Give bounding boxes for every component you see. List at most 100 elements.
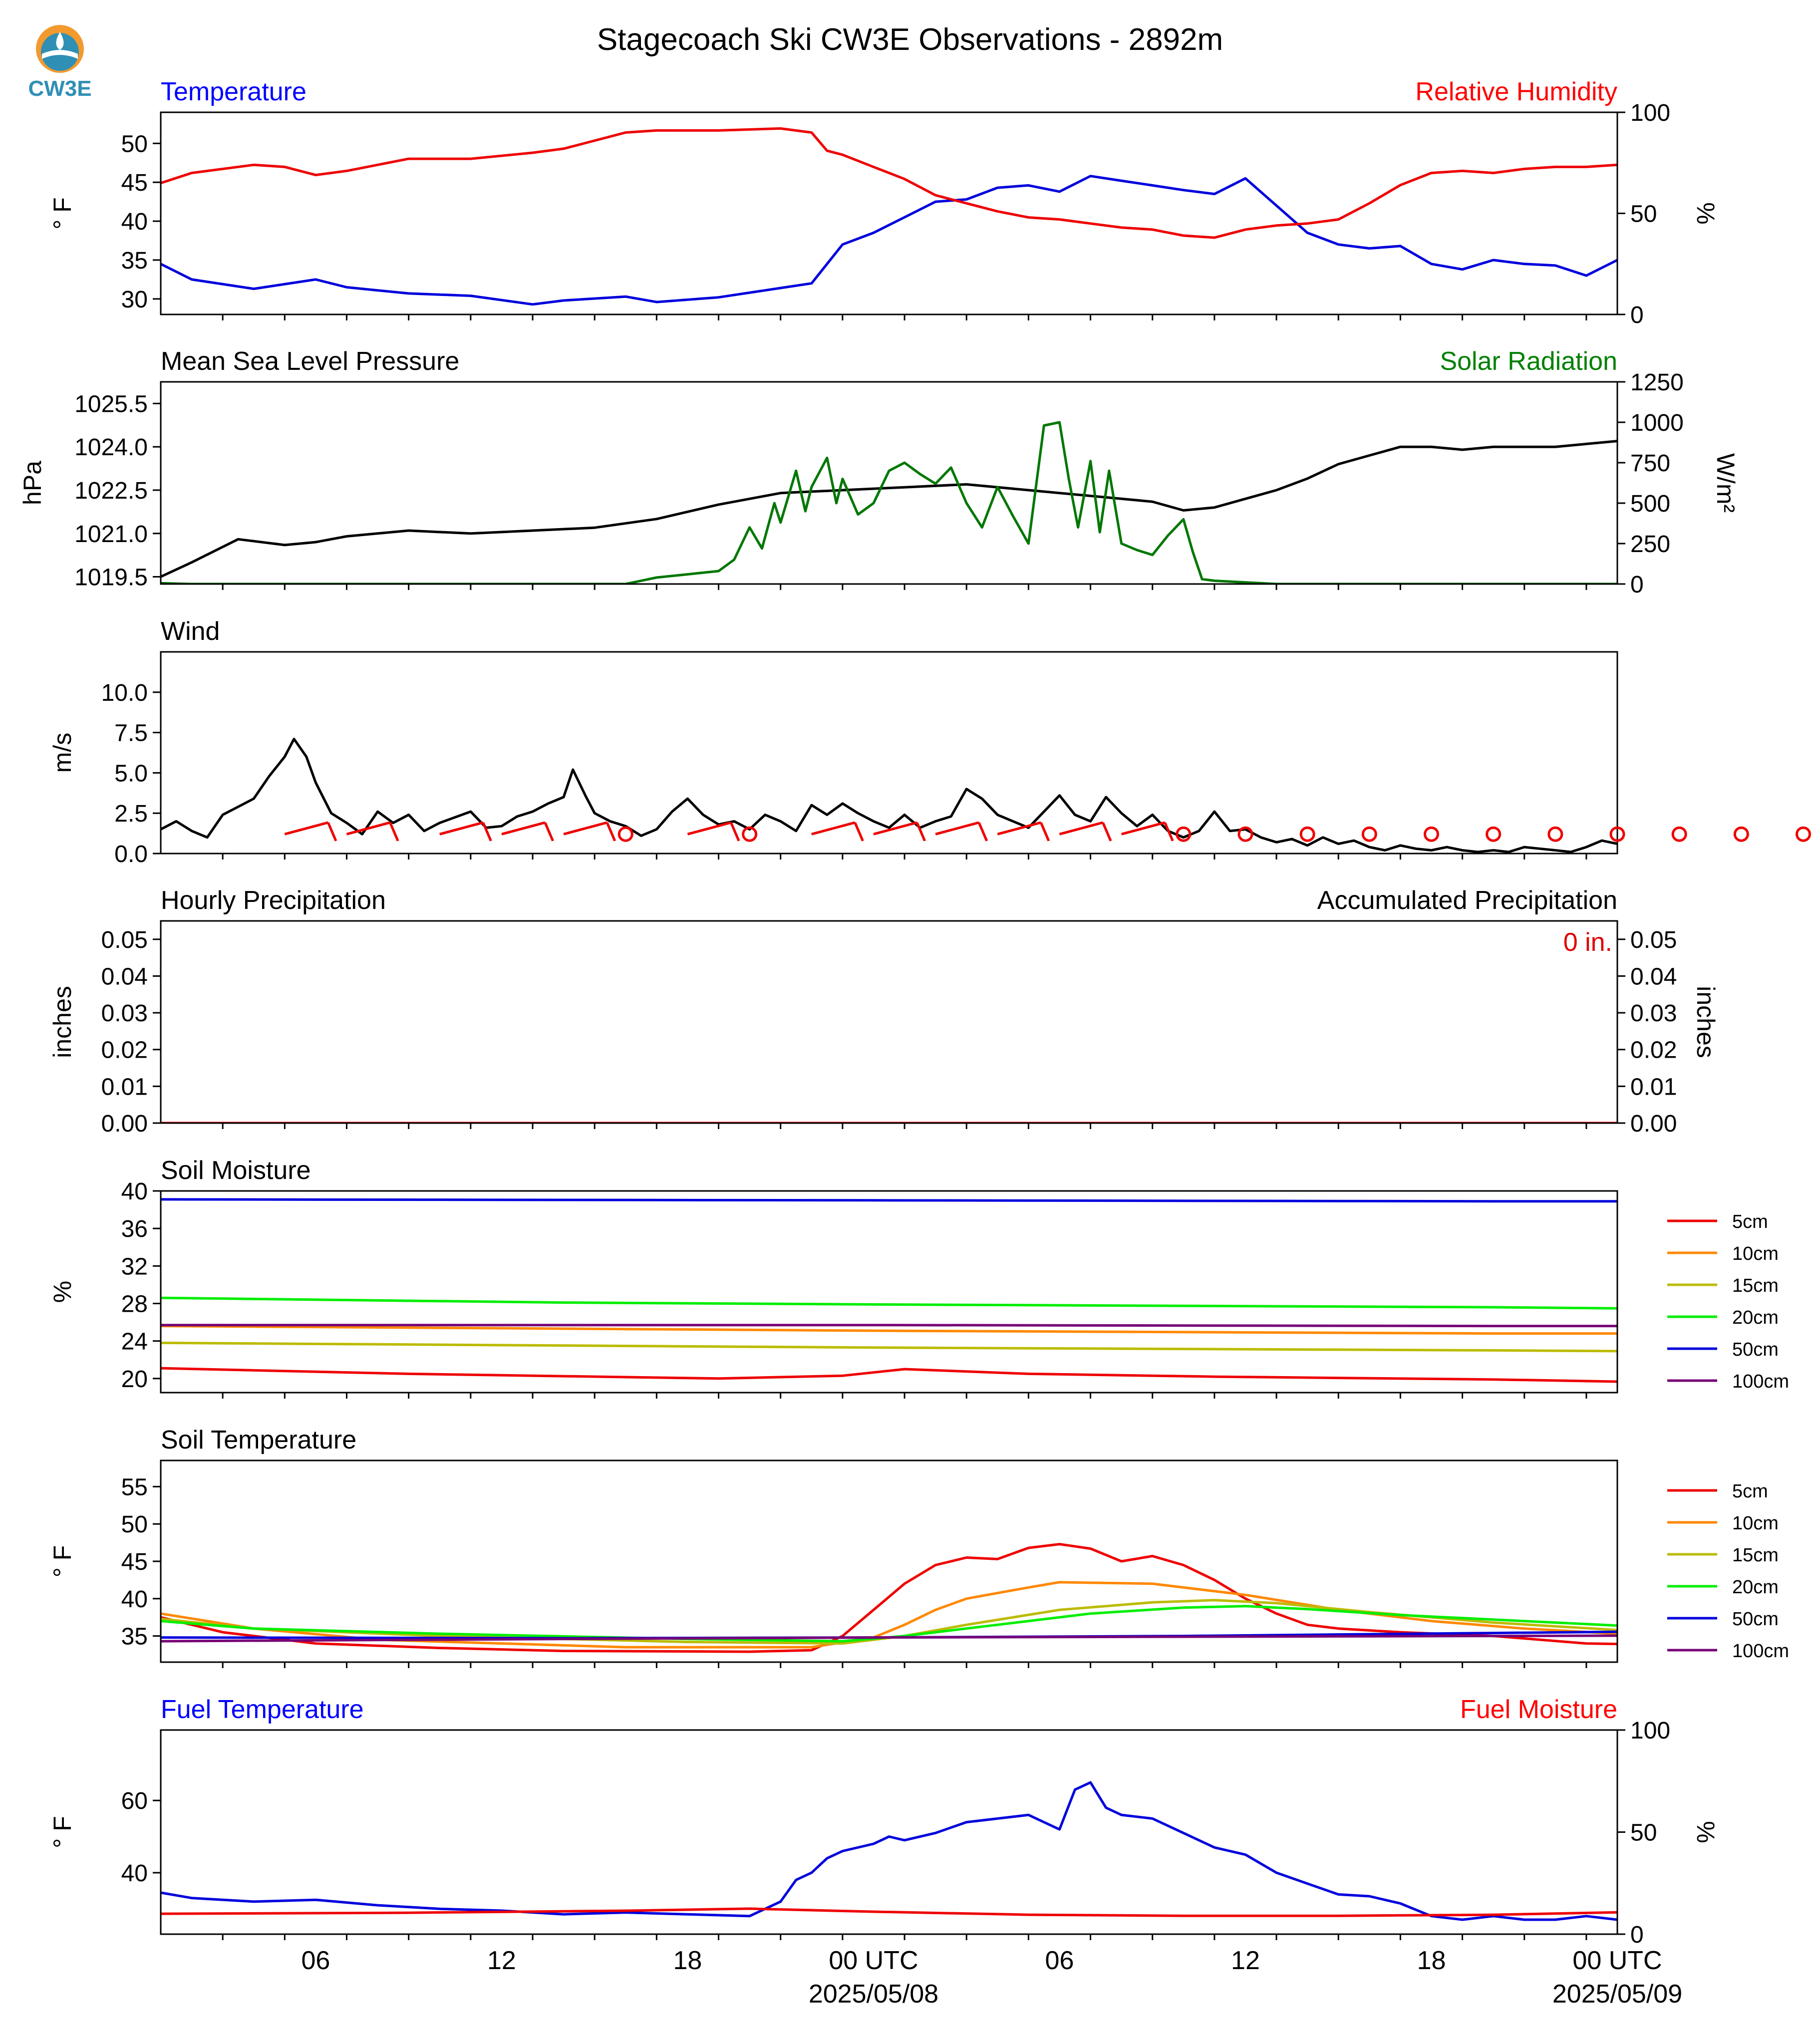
ytick-label-right: 0.05 <box>1630 927 1677 953</box>
ytick-label-left: 40 <box>121 1586 148 1613</box>
wind-barb-staff <box>284 821 328 836</box>
panel-wind: Wind 0.0 2.5 5.0 7.5 10.0 m/s <box>48 617 1618 868</box>
wind-barb-calm <box>1299 826 1315 842</box>
legend-label: 100cm <box>1732 1641 1789 1662</box>
panel-frame <box>160 920 1618 1124</box>
ylabel-right: % <box>1692 202 1720 224</box>
wind-barb-flag <box>606 822 616 842</box>
panel-title-left: Soil Temperature <box>161 1426 356 1454</box>
legend-label: 50cm <box>1732 1609 1779 1630</box>
series-line-fuel-temperature <box>161 1781 1617 1921</box>
legend-label: 15cm <box>1732 1275 1779 1296</box>
panel-frame <box>160 111 1618 315</box>
panel-title-left: Wind <box>161 617 220 646</box>
date-label: 2025/05/08 <box>809 1980 938 2009</box>
ylabel-left: inches <box>48 986 76 1058</box>
ytick-label-right: 750 <box>1630 450 1670 477</box>
xtick-label: 00 UTC <box>829 1946 918 1975</box>
panel-title-right: Accumulated Precipitation <box>1317 886 1617 915</box>
wind-barb-calm <box>617 826 633 842</box>
panel-title-left: Mean Sea Level Pressure <box>161 347 459 376</box>
ytick-label-right: 50 <box>1630 1820 1657 1846</box>
panel-frame <box>160 651 1618 855</box>
ytick-label-left: 50 <box>121 1511 148 1538</box>
wind-barb-staff <box>873 821 917 836</box>
ylabel-right: inches <box>1692 986 1720 1058</box>
series-group <box>161 1543 1617 1653</box>
panel-precip: Hourly Precipitation Accumulated Precipit… <box>48 886 1720 1137</box>
wind-barb-flag <box>1164 822 1174 842</box>
ytick-label-right: 100 <box>1630 1718 1670 1744</box>
logo-text: CW3E <box>28 76 91 101</box>
ytick-label-left: 0.00 <box>101 1111 148 1137</box>
series-group <box>161 1781 1617 1921</box>
ytick-label-left: 1025.5 <box>74 391 148 417</box>
wind-barb-calm <box>1423 826 1439 842</box>
wind-barb-staff <box>935 821 979 836</box>
panels: Temperature Relative Humidity303540455005… <box>18 77 1740 1948</box>
ytick-label-right: 0 <box>1630 1922 1644 1948</box>
series-line-5cm <box>161 1543 1617 1653</box>
ytick-label-left: 1024.0 <box>74 434 148 461</box>
series-line-10cm <box>161 1325 1617 1335</box>
ytick-label-left: 1021.0 <box>74 521 148 548</box>
panel-title-left: Hourly Precipitation <box>161 886 386 915</box>
ytick-label-left: 45 <box>121 170 148 196</box>
legend-soil_temp: 5cm 10cm 15cm 20cm 50cm 100cm <box>1667 1481 1789 1662</box>
panel-frame <box>160 381 1618 585</box>
ytick-label-right: 1000 <box>1630 410 1684 436</box>
ytick-label-right: 250 <box>1630 531 1670 558</box>
ytick-label-left: 10.0 <box>101 680 148 706</box>
wind-barb-staff <box>997 821 1041 836</box>
ytick-label-left: 45 <box>121 1549 148 1575</box>
panel-title-left: Soil Moisture <box>161 1156 311 1185</box>
date-label: 2025/05/09 <box>1552 1980 1682 2009</box>
panel-frame <box>160 1459 1618 1663</box>
ytick-label-left: 60 <box>121 1788 148 1814</box>
ytick-label-left: 36 <box>121 1216 148 1242</box>
accumulation-annotation: 0 in. <box>1563 928 1612 957</box>
wind-barb-calm <box>1237 826 1253 842</box>
ytick-label-right: 500 <box>1630 491 1670 517</box>
wind-barb-flag <box>730 822 740 842</box>
xtick-label: 12 <box>487 1946 516 1975</box>
legend-soil_moisture: 5cm 10cm 15cm 20cm 50cm 100cm <box>1667 1211 1789 1392</box>
series-line-100cm <box>161 1324 1617 1328</box>
legend-label: 5cm <box>1732 1211 1768 1232</box>
ytick-label-left: 20 <box>121 1366 148 1393</box>
xtick-label: 06 <box>1045 1946 1074 1975</box>
ytick-label-right: 0.04 <box>1630 963 1677 990</box>
wind-barb-calm <box>1547 826 1563 842</box>
xtick-label: 18 <box>1417 1946 1446 1975</box>
ylabel-left: hPa <box>18 461 46 505</box>
legend-label: 50cm <box>1732 1339 1779 1360</box>
wind-barb-staff <box>1121 821 1166 836</box>
legend-label: 15cm <box>1732 1545 1779 1566</box>
ytick-label-left: 5.0 <box>114 760 148 787</box>
ytick-label-right: 0.02 <box>1630 1037 1677 1064</box>
ytick-label-left: 1019.5 <box>74 565 148 591</box>
legend-label: 20cm <box>1732 1577 1779 1598</box>
series-line-mean-sea-level-pressure <box>161 440 1617 578</box>
legend-label: 20cm <box>1732 1307 1779 1328</box>
legend-label: 100cm <box>1732 1371 1789 1392</box>
series-line-15cm <box>161 1599 1617 1645</box>
series-line-20cm <box>161 1296 1617 1310</box>
ytick-label-left: 28 <box>121 1291 148 1317</box>
series-line-50cm <box>161 1198 1617 1203</box>
ytick-label-left: 35 <box>121 1624 148 1650</box>
ytick-label-right: 0 <box>1630 302 1644 328</box>
wind-barb-calm <box>1609 826 1625 842</box>
wind-barb-staff <box>687 821 732 836</box>
ytick-label-left: 50 <box>121 131 148 157</box>
series-line-wind-speed <box>161 738 1617 854</box>
wind-barb-flag <box>326 822 337 842</box>
series-line-fuel-moisture <box>161 1907 1617 1917</box>
legend-label: 10cm <box>1732 1513 1779 1534</box>
ytick-label-right: 0.01 <box>1630 1074 1677 1100</box>
wind-barb-staff <box>346 821 391 836</box>
wind-barb-flag <box>854 822 864 842</box>
wind-barb-calm <box>1486 826 1502 842</box>
cw3e-logo: CW3E <box>28 25 92 101</box>
